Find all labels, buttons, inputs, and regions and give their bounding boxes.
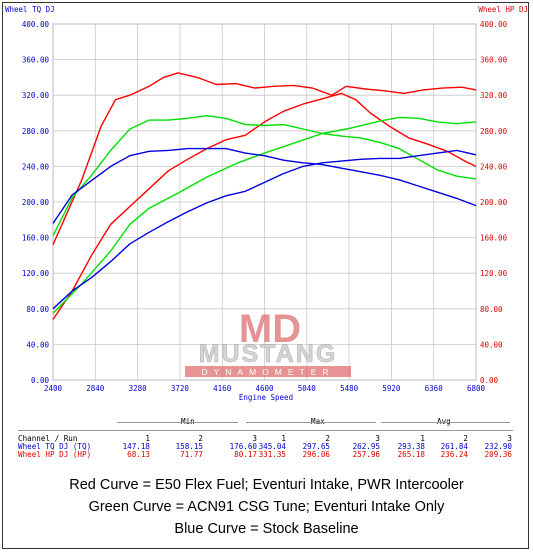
- y-tick-left: 360.00: [22, 56, 50, 65]
- stats-value: 297.65: [302, 442, 330, 451]
- logo-mark-text: MD: [239, 307, 301, 351]
- y-tick-left: 200.00: [22, 198, 50, 207]
- max-header: Max: [311, 417, 325, 426]
- min-header: Min: [181, 417, 195, 426]
- y-tick-left: 400.00: [22, 20, 50, 29]
- stats-table: Min Max Avg Channel / Run 1 2 3 1 2 3 1 2 3 Wheel…: [0, 413, 533, 463]
- x-tick-label: 6360: [425, 384, 444, 393]
- left-axis-label: Wheel TQ DJ: [5, 5, 55, 14]
- y-tick-right: 240.00: [480, 162, 508, 171]
- grid-lines: [52, 23, 477, 381]
- y-tick-left: 80.00: [26, 305, 49, 314]
- stats-value: 209.36: [484, 450, 512, 459]
- series-line: [52, 147, 477, 224]
- run-number: 2: [463, 434, 468, 443]
- stats-value: 257.96: [352, 450, 380, 459]
- run-number: 1: [281, 434, 286, 443]
- stats-value: 331.35: [258, 450, 286, 459]
- caption-red: Red Curve = E50 Flex Fuel; Eventuri Inta…: [69, 477, 464, 493]
- y-tick-left: 320.00: [22, 91, 50, 100]
- y-tick-right: 120.00: [480, 269, 508, 278]
- stats-row-label: Wheel HP DJ (HP): [18, 450, 92, 459]
- md-logo-mark: MD: [239, 307, 301, 351]
- x-axis-label: Engine Speed: [239, 393, 293, 402]
- x-tick-label: 5920: [382, 384, 401, 393]
- stats-value: 232.90: [484, 442, 512, 451]
- run-number: 3: [375, 434, 380, 443]
- stats-row-label: Wheel TQ DJ (TQ): [18, 442, 92, 451]
- x-tick-label: 2840: [86, 384, 105, 393]
- series-line: [52, 115, 477, 237]
- y-tick-right: 280.00: [480, 127, 508, 136]
- series-line: [52, 72, 477, 245]
- y-tick-left: 0.00: [31, 376, 50, 385]
- logo-dynamometer-text: DYNAMOMETER: [201, 367, 334, 377]
- x-tick-label: 3720: [171, 384, 190, 393]
- mustang-logo: MD MUSTANG DYNAMOMETER: [185, 307, 351, 377]
- channel-header: Channel / Run: [18, 434, 78, 443]
- stats-value: 293.38: [397, 442, 425, 451]
- stats-value: 158.15: [175, 442, 203, 451]
- right-axis-label: Wheel HP DJ: [478, 5, 528, 14]
- series-line: [52, 116, 477, 314]
- stats-value: 147.18: [122, 442, 150, 451]
- x-tick-label: 4600: [255, 384, 274, 393]
- stats-value: 265.18: [397, 450, 425, 459]
- stats-value: 261.84: [440, 442, 468, 451]
- stats-value: 176.60: [229, 442, 257, 451]
- x-tick-label: 2400: [44, 384, 63, 393]
- y-tick-right: 320.00: [480, 91, 508, 100]
- logo-banner: [185, 366, 351, 377]
- stats-group-line: [381, 422, 510, 423]
- stats-value: 68.13: [127, 450, 150, 459]
- y-tick-left: 120.00: [22, 269, 50, 278]
- series-group: [52, 72, 477, 320]
- stats-value: 80.17: [234, 450, 257, 459]
- x-tick-label: 4160: [213, 384, 232, 393]
- y-tick-right: 40.00: [480, 340, 503, 349]
- y-tick-left: 40.00: [26, 340, 49, 349]
- stats-group-line: [117, 422, 238, 423]
- run-number: 3: [252, 434, 257, 443]
- y-tick-right: 0.00: [480, 376, 499, 385]
- run-number: 2: [325, 434, 330, 443]
- y-tick-right: 400.00: [480, 20, 508, 29]
- y-tick-right: 160.00: [480, 234, 508, 243]
- series-line: [52, 149, 477, 310]
- tick-labels: 0.00 0.00 40.00 40.00 80.00 80.00 120.00 120.00…: [22, 20, 508, 393]
- stats-value: 262.95: [352, 442, 380, 451]
- x-tick-label: 3280: [129, 384, 148, 393]
- run-number: 2: [198, 434, 203, 443]
- stats-value: 345.04: [258, 442, 286, 451]
- logo-mustang-text: MUSTANG: [199, 340, 338, 368]
- y-tick-left: 240.00: [22, 162, 50, 171]
- x-tick-label: 6800: [467, 384, 486, 393]
- run-number: 1: [145, 434, 150, 443]
- stats-value: 71.77: [180, 450, 203, 459]
- y-tick-left: 280.00: [22, 127, 50, 136]
- run-number: 3: [507, 434, 512, 443]
- caption-green: Green Curve = ACN91 CSG Tune; Eventuri I…: [88, 499, 445, 515]
- y-tick-left: 160.00: [22, 234, 50, 243]
- x-tick-label: 5480: [340, 384, 359, 393]
- y-tick-right: 200.00: [480, 198, 508, 207]
- stats-value: 236.24: [440, 450, 468, 459]
- stats-group-line: [246, 422, 376, 423]
- stats-value: 296.06: [302, 450, 330, 459]
- x-tick-label: 5040: [298, 384, 317, 393]
- avg-header: Avg: [437, 417, 451, 426]
- run-number: 1: [420, 434, 425, 443]
- y-tick-right: 80.00: [480, 305, 503, 314]
- stats-header-line: [18, 430, 513, 431]
- series-line: [52, 92, 477, 320]
- caption-blue: Blue Curve = Stock Baseline: [174, 521, 359, 537]
- y-tick-right: 360.00: [480, 56, 508, 65]
- dyno-chart: Wheel TQ DJ Wheel HP DJ MD MUSTANG DYNAM…: [5, 5, 528, 402]
